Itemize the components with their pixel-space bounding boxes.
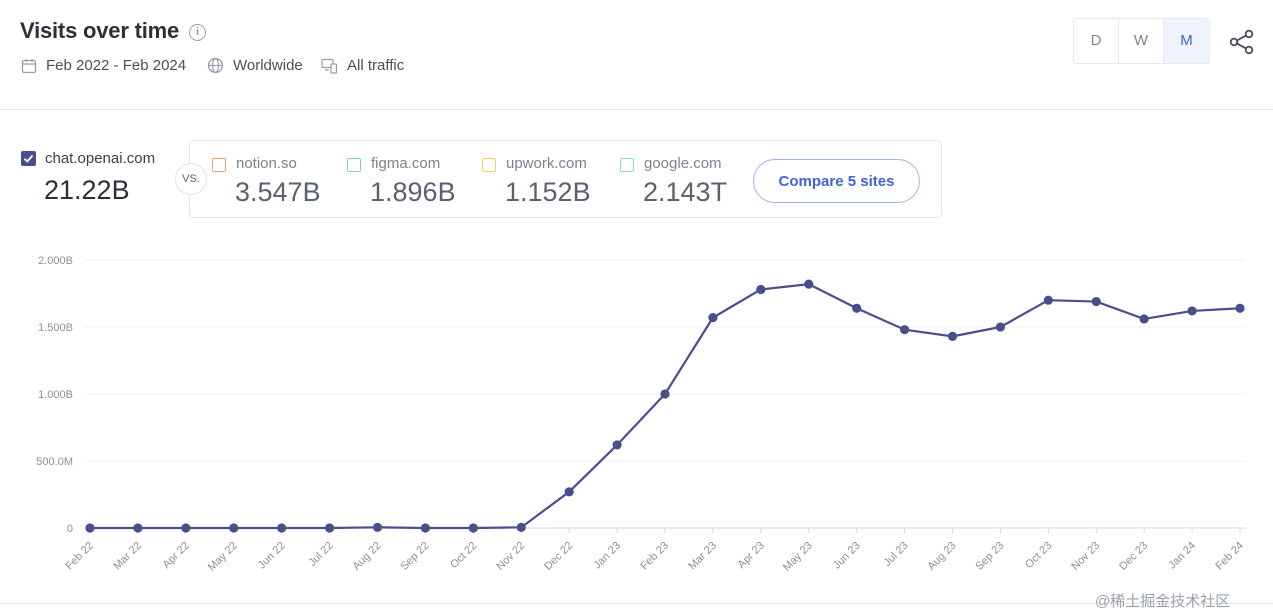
x-tick-label: Aug 22 — [350, 540, 383, 573]
devices-icon — [321, 58, 338, 74]
data-point — [756, 284, 766, 295]
data-point — [612, 440, 622, 450]
data-point — [372, 522, 383, 532]
x-tick-label: Jan 24 — [1166, 540, 1198, 572]
traffic-label: All traffic — [347, 57, 405, 74]
data-point — [804, 279, 814, 289]
watermark: @稀土掘金技术社区 — [1095, 593, 1231, 610]
data-point — [277, 523, 287, 533]
x-tick-label: May 22 — [206, 540, 240, 574]
competitor-value: 2.143T — [643, 177, 728, 207]
granularity-toggle: D W M — [1073, 18, 1210, 64]
date-range-label: Feb 2022 - Feb 2024 — [46, 57, 187, 74]
y-tick-label: 2.000B — [38, 255, 73, 267]
data-point — [324, 523, 335, 533]
vs-badge: VS. — [175, 163, 207, 195]
primary-site-domain: chat.openai.com — [45, 150, 156, 167]
x-tick-label: Aug 23 — [925, 540, 958, 573]
competitor-value: 1.152B — [505, 177, 591, 207]
x-tick-label: Mar 22 — [111, 540, 144, 573]
x-tick-label: Jul 23 — [881, 540, 910, 569]
region-filter[interactable]: Worldwide — [207, 57, 303, 74]
competitor-checkbox[interactable] — [212, 158, 226, 172]
x-tick-label: May 23 — [781, 540, 815, 574]
data-point — [420, 523, 431, 533]
x-tick-label: Nov 22 — [494, 540, 527, 573]
x-tick-label: Jun 23 — [831, 540, 863, 572]
data-point — [660, 389, 670, 399]
competitor-domain: upwork.com — [506, 155, 587, 172]
data-point — [1043, 295, 1053, 305]
x-tick-label: Apr 23 — [736, 540, 767, 571]
data-point — [85, 523, 95, 533]
granularity-day-button[interactable]: D — [1074, 19, 1119, 63]
data-point — [1187, 306, 1197, 316]
data-point — [995, 322, 1006, 332]
x-tick-label: Jan 23 — [591, 540, 623, 572]
granularity-month-button[interactable]: M — [1164, 19, 1209, 63]
x-tick-label: Oct 23 — [1023, 540, 1054, 571]
traffic-filter[interactable]: All traffic — [321, 57, 404, 74]
x-tick-label: Feb 23 — [638, 540, 671, 573]
x-tick-label: Oct 22 — [448, 540, 479, 571]
visits-line-chart: 0 500.0M 1.000B 1.500B 2.000B Feb 22 Mar 22 Apr… — [36, 255, 1246, 574]
x-tick-label: Feb 22 — [63, 540, 96, 573]
data-point — [181, 523, 191, 533]
x-tick-label: Dec 23 — [1117, 540, 1150, 573]
data-point — [708, 313, 718, 323]
x-tick-label: Apr 22 — [161, 540, 192, 571]
competitor-checkbox[interactable] — [620, 158, 634, 172]
x-tick-label: Feb 24 — [1213, 540, 1246, 573]
x-tick-label: Sep 23 — [973, 540, 1006, 573]
data-point — [133, 523, 143, 533]
chart-header: Visits over time i Feb 2022 - Feb 2024 W… — [0, 0, 1273, 110]
data-point — [1091, 296, 1101, 307]
competitor-domain: google.com — [644, 155, 722, 172]
x-tick-label: Mar 23 — [686, 540, 719, 573]
x-tick-label: Jul 22 — [306, 540, 335, 569]
y-tick-label: 0 — [67, 523, 73, 535]
checkmark-icon — [23, 154, 34, 163]
calendar-icon — [21, 58, 37, 73]
compare-sites-button[interactable]: Compare 5 sites — [753, 159, 920, 203]
data-point — [516, 522, 526, 532]
granularity-week-button[interactable]: W — [1119, 19, 1164, 63]
x-tick-label: Sep 22 — [398, 540, 431, 573]
date-range[interactable]: Feb 2022 - Feb 2024 — [21, 57, 186, 74]
data-point — [852, 303, 862, 313]
data-point — [229, 523, 239, 533]
x-tick-label: Dec 22 — [542, 540, 575, 573]
y-tick-label: 1.000B — [38, 389, 73, 401]
data-point — [947, 331, 958, 341]
y-tick-label: 500.0M — [36, 456, 73, 468]
competitor-value: 3.547B — [235, 177, 321, 207]
x-tick-label: Nov 23 — [1069, 540, 1102, 573]
data-point — [899, 325, 910, 335]
data-point — [564, 487, 574, 497]
x-tick-label: Jun 22 — [256, 540, 288, 572]
competitor-domain: figma.com — [371, 155, 441, 172]
data-point — [1235, 303, 1245, 313]
series-line — [90, 283, 1241, 530]
page-title: Visits over time — [20, 18, 180, 43]
competitor-domain: notion.so — [236, 155, 297, 172]
region-label: Worldwide — [233, 57, 303, 74]
globe-icon — [207, 57, 224, 74]
competitor-value: 1.896B — [370, 177, 456, 207]
competitor-checkbox[interactable] — [347, 158, 361, 172]
primary-site-total: 21.22B — [44, 175, 130, 205]
info-icon[interactable]: i — [189, 24, 206, 41]
primary-site-checkbox[interactable] — [21, 151, 36, 166]
competitor-checkbox[interactable] — [482, 158, 496, 172]
data-point — [1139, 314, 1149, 324]
y-tick-label: 1.500B — [38, 322, 73, 334]
share-icon[interactable] — [1229, 29, 1255, 55]
divider — [0, 603, 1273, 604]
data-point — [468, 523, 478, 533]
